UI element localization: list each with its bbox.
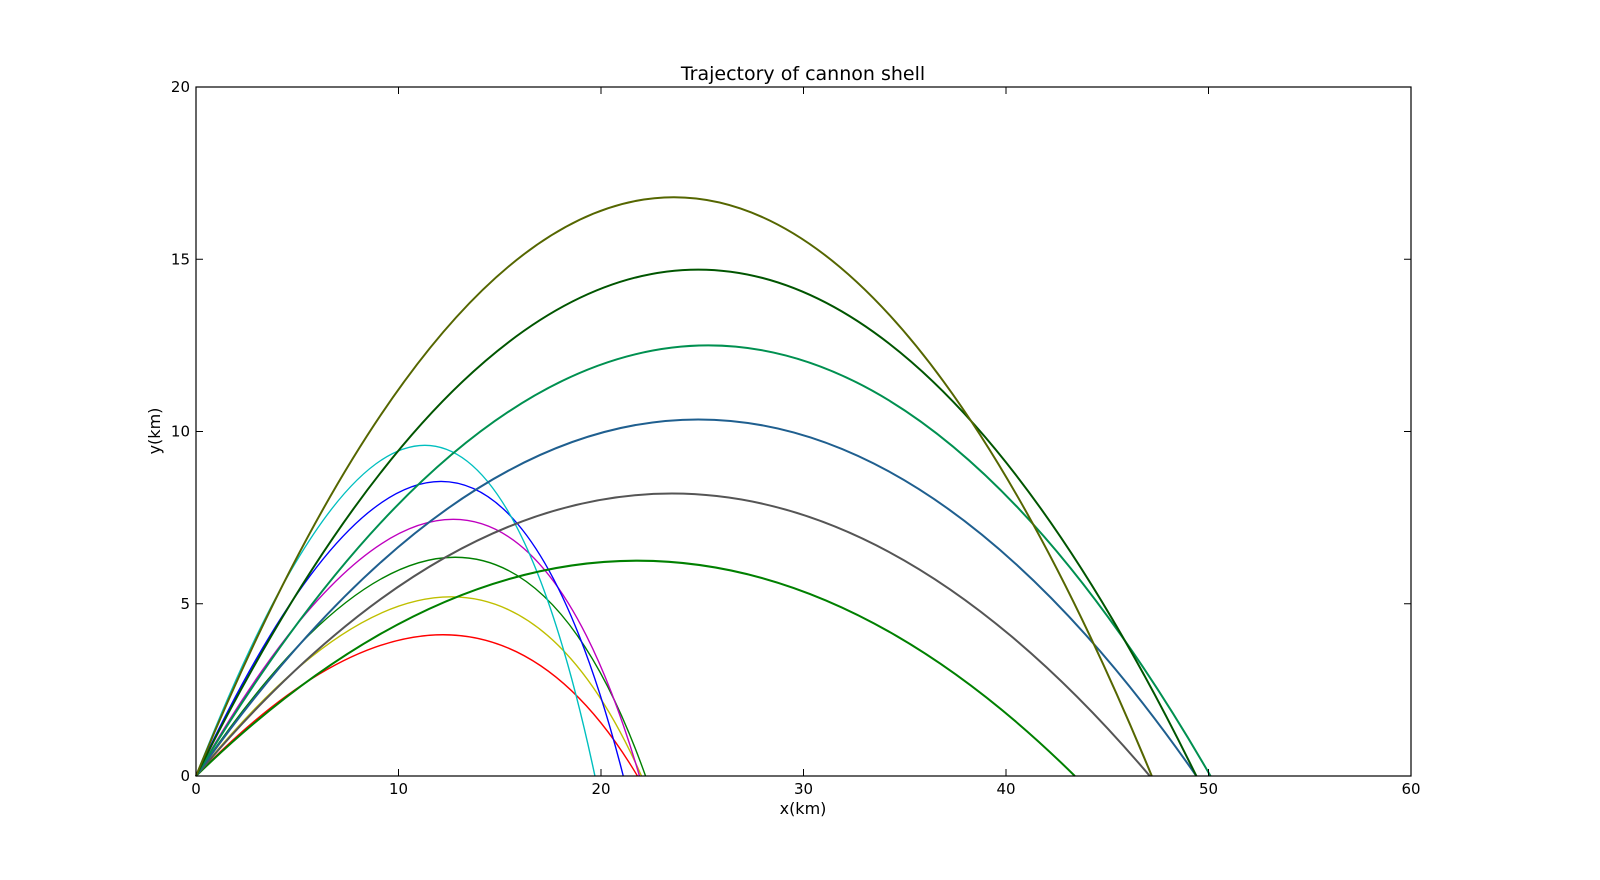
trajectory-line-9 <box>195 418 1198 777</box>
chart-title: Trajectory of cannon shell <box>680 63 925 85</box>
y-tick-label-5: 5 <box>180 595 190 613</box>
x-tick-label-10: 10 <box>389 780 408 798</box>
trajectory-line-5 <box>195 480 624 777</box>
x-tick-label-60: 60 <box>1401 780 1420 798</box>
trajectory-line-8 <box>195 492 1151 777</box>
y-tick-label-0: 0 <box>180 767 190 785</box>
x-tick-label-50: 50 <box>1199 780 1218 798</box>
plot-area-frame <box>195 86 1412 777</box>
y-tick-label-20: 20 <box>171 78 190 96</box>
x-tick-label-30: 30 <box>794 780 813 798</box>
trajectory-line-11 <box>195 268 1198 777</box>
trajectory-line-10 <box>195 344 1212 777</box>
trajectory-line-6 <box>195 444 596 777</box>
trajectory-line-12 <box>195 196 1153 777</box>
y-tick-label-10: 10 <box>171 423 190 441</box>
series-layer <box>195 196 1212 777</box>
tick-layer: 0 10 20 30 40 50 60 0 5 10 15 20 <box>171 78 1421 798</box>
x-tick-label-20: 20 <box>591 780 610 798</box>
y-tick-label-15: 15 <box>171 250 190 268</box>
trajectory-line-7 <box>195 559 1076 777</box>
x-axis-label: x(km) <box>780 799 827 818</box>
trajectory-line-1 <box>195 634 639 777</box>
y-axis-label: y(km) <box>145 408 164 455</box>
x-tick-label-0: 0 <box>191 780 201 798</box>
x-tick-label-40: 40 <box>996 780 1015 798</box>
